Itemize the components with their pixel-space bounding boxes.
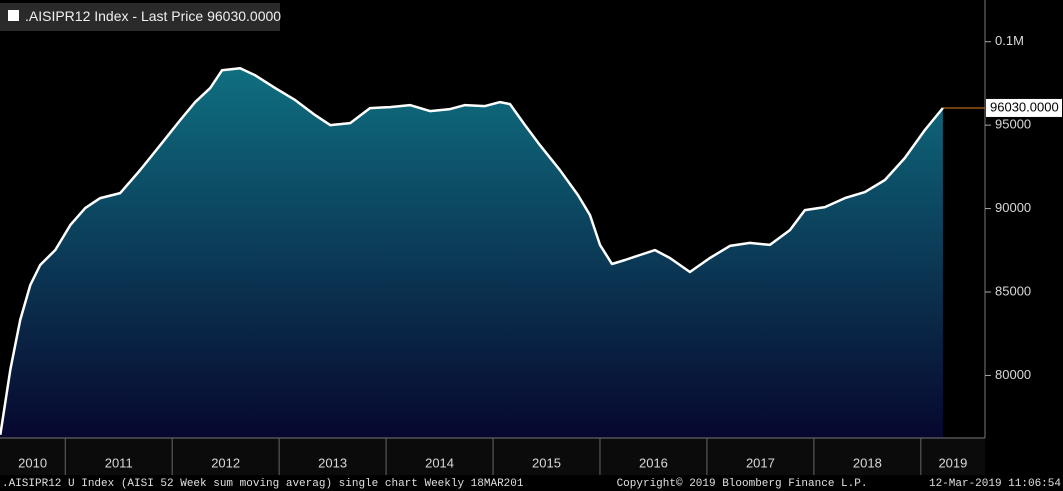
x-tick-label: 2010 (18, 455, 47, 470)
legend-swatch (8, 10, 19, 21)
y-tick-label: 80000 (995, 367, 1031, 382)
legend-series-name: .AISIPR12 Index - Last Price (25, 8, 203, 24)
footer-left: .AISIPR12 U Index (AISI 52 Week sum movi… (2, 478, 524, 490)
plot-area (0, 66, 944, 438)
x-tick-label: 2015 (532, 455, 561, 470)
legend-box (0, 3, 280, 31)
footer-center: Copyright© 2019 Bloomberg Finance L.P. (617, 478, 868, 490)
x-tick-label: 2016 (639, 455, 668, 470)
last-value-label: 96030.0000 (990, 99, 1059, 114)
area (0, 68, 943, 438)
x-tick-label: 2017 (746, 455, 775, 470)
legend-label: .AISIPR12 Index - Last Price 96030.0000 (25, 8, 281, 24)
y-tick-label: 90000 (995, 200, 1031, 215)
footer-right: 12-Mar-2019 11:06:54 (929, 478, 1061, 490)
x-axis-band (0, 438, 985, 475)
last-value-tag (986, 98, 1062, 117)
x-tick-label: 2011 (105, 455, 133, 470)
x-tick-label: 2014 (425, 455, 454, 470)
line (0, 66, 944, 435)
y-tick-label: 95000 (995, 117, 1031, 132)
x-tick-label: 2013 (318, 455, 347, 470)
x-tick-label: 2012 (211, 455, 240, 470)
x-tick-label: 2019 (938, 455, 967, 470)
x-tick-label: 2018 (853, 455, 882, 470)
y-tick-label: 0.1M (995, 33, 1024, 48)
y-tick-label: 85000 (995, 283, 1031, 298)
legend-last-value: 96030.0000 (207, 8, 281, 24)
